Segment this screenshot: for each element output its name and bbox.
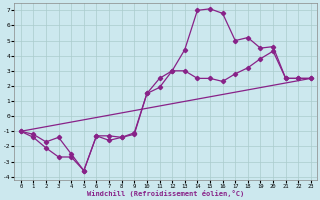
X-axis label: Windchill (Refroidissement éolien,°C): Windchill (Refroidissement éolien,°C) [87, 190, 244, 197]
